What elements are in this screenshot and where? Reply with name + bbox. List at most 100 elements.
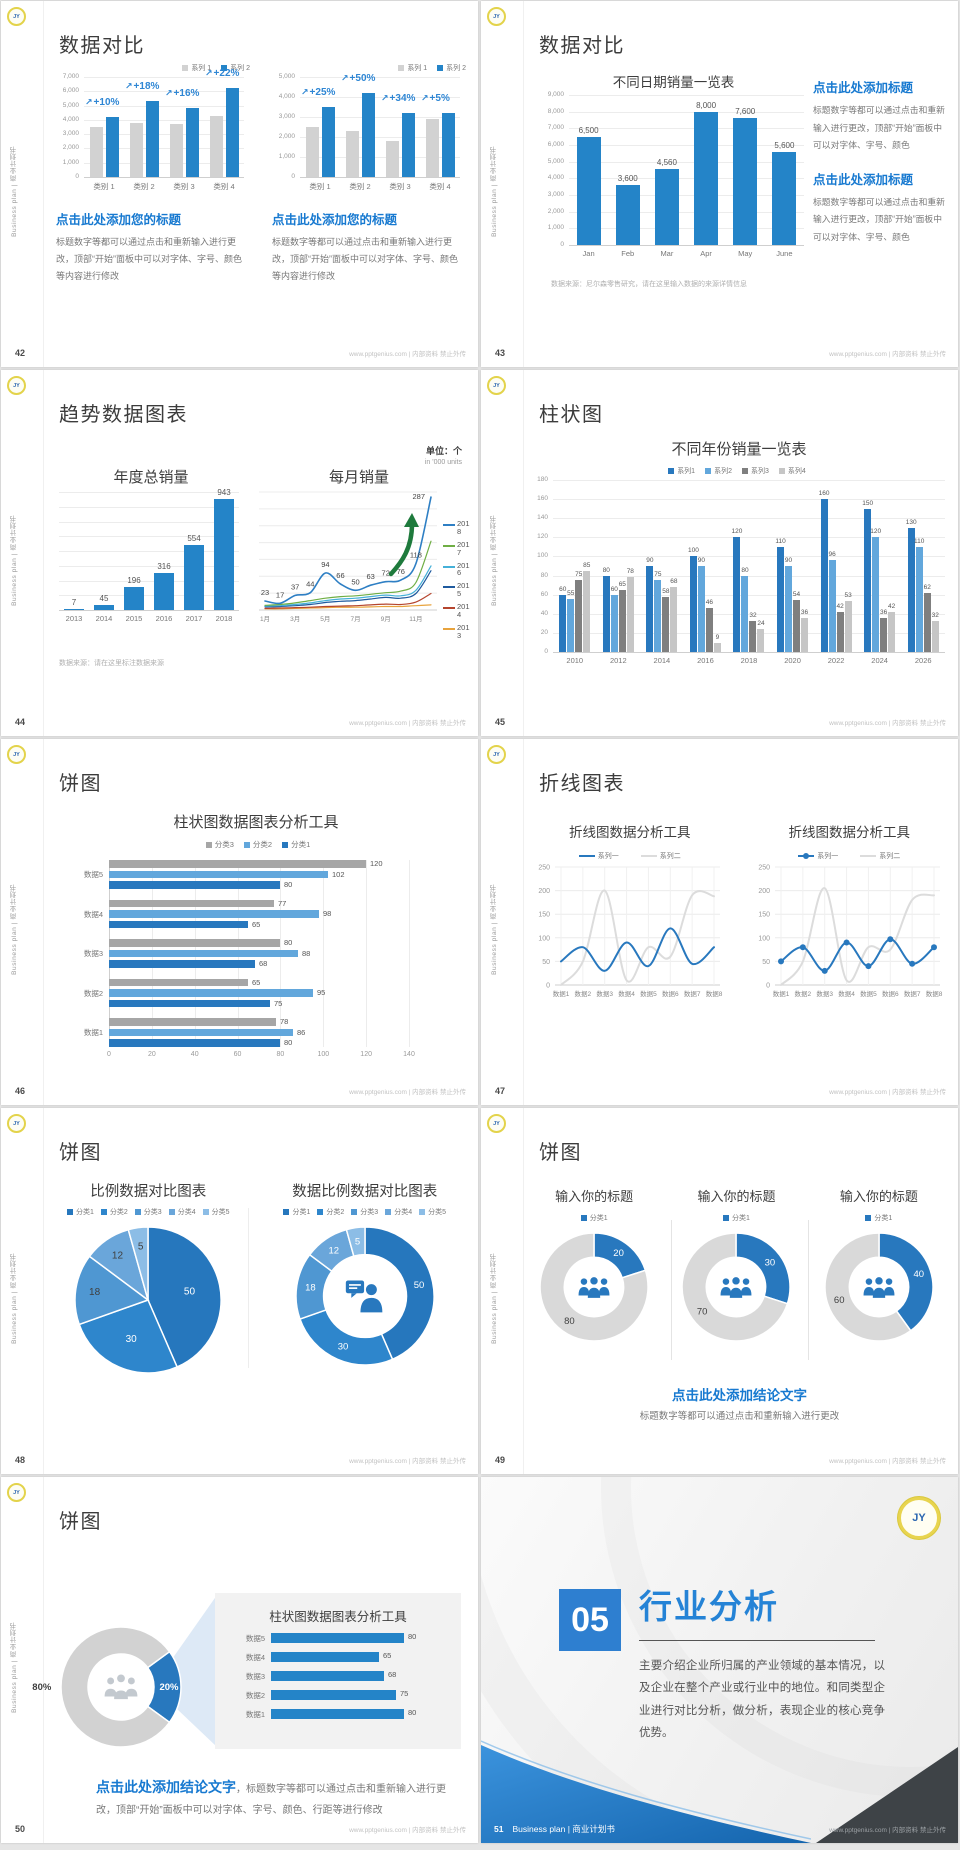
footer-label: Business plan | 商业计划书 (512, 1824, 615, 1834)
sidebar-divider (43, 1, 44, 367)
bar (864, 509, 872, 652)
sidebar-vertical-text: Business plan | 商业计划书 (11, 884, 18, 975)
conclusion-heading: 点击此处添加结论文字 (672, 1388, 807, 1403)
slide-footer-left: 51 Business plan | 商业计划书 (494, 1823, 615, 1835)
bar (559, 595, 567, 652)
jy-logo-icon: JY (487, 376, 506, 395)
svg-text:数据3: 数据3 (596, 989, 613, 998)
sidebar-vertical-text: Business plan | 商业计划书 (11, 1253, 18, 1344)
logo-text: JY (13, 382, 20, 389)
svg-text:5: 5 (355, 1236, 360, 1247)
jy-logo-icon: JY (898, 1497, 940, 1539)
svg-text:5月: 5月 (320, 615, 330, 623)
arrow-up-right-icon: ↗ (381, 93, 389, 103)
bar (741, 576, 749, 652)
bar (214, 499, 234, 610)
slide-title: 数据对比 (59, 35, 145, 57)
right-column: 系列 1 系列 2 0 1,000 2,000 3,000 4,000 5,000 类别 1 类别… (272, 63, 466, 285)
svg-text:数据5: 数据5 (640, 989, 657, 998)
annual-sales-bar-chart: 7 2013 45 2014 196 2015 316 2016 554 2017 943 2018 (59, 488, 239, 626)
svg-text:200: 200 (758, 888, 770, 895)
bar (64, 609, 84, 610)
svg-text:数据6: 数据6 (881, 989, 898, 998)
conclusion-body: 标题数字等都可以通过点击和重新输入进行更改 (639, 1411, 840, 1422)
svg-text:数据1: 数据1 (553, 989, 570, 998)
bar (880, 618, 888, 652)
svg-text:66: 66 (336, 571, 344, 580)
slice (147, 1226, 223, 1368)
slide-title: 饼图 (539, 1142, 582, 1164)
bar (109, 1018, 276, 1026)
line-series (779, 887, 935, 986)
bar (385, 141, 399, 177)
slide-title: 柱状图 (539, 404, 604, 426)
chart-legend: 系列一 系列二 (753, 851, 947, 861)
page-number: 46 (15, 1086, 26, 1096)
monthly-sales-bar-chart: 0 1,000 2,000 3,000 4,000 5,000 6,000 7,000 8,00… (539, 91, 804, 261)
sidebar-vertical-text: Business plan | 商业计划书 (491, 515, 498, 606)
logo-text: JY (912, 1512, 926, 1524)
title-underline (639, 1640, 875, 1641)
line-series (264, 540, 432, 606)
svg-text:18: 18 (305, 1283, 316, 1294)
bar (109, 939, 280, 947)
column-title: 输入你的标题 (839, 1189, 918, 1204)
bar (94, 605, 114, 610)
jy-logo-icon: JY (7, 1114, 26, 1133)
slide-48: JY Business plan | 商业计划书 饼图 比例数据对比图表 分类1… (1, 1108, 478, 1474)
bar (401, 113, 415, 177)
bar (615, 185, 640, 245)
sidebar-divider (43, 1108, 44, 1474)
svg-text:44: 44 (306, 580, 314, 589)
svg-text:30: 30 (126, 1334, 138, 1345)
slide-43: JY Business plan | 商业计划书 数据对比 不同日期销量一览表 … (481, 1, 958, 367)
bar (321, 107, 335, 177)
svg-text:12: 12 (328, 1245, 339, 1256)
svg-text:数据7: 数据7 (903, 989, 920, 998)
data-source-note: 数据来源：请在这里标注数据来源 (59, 660, 164, 667)
column-heading: 点击此处添加您的标题 (272, 213, 398, 227)
arrow-up-right-icon: ↗ (125, 81, 133, 92)
detail-panel: 柱状图数据图表分析工具 数据5 80 数据4 65 数据3 68 数据2 75 数据1 80 (215, 1593, 461, 1749)
jy-logo-icon: JY (7, 1483, 26, 1502)
text-heading: 点击此处添加标题 (813, 81, 914, 95)
svg-text:50: 50 (351, 577, 359, 586)
growth-arrow-icon (386, 512, 420, 583)
donut-chart-40: 分类1 40 60 (823, 1213, 935, 1343)
chart-legend: 系列一 系列二 (533, 851, 727, 861)
bar (713, 643, 721, 652)
line-series (264, 570, 432, 608)
logo-text: JY (13, 13, 20, 20)
jy-logo-icon: JY (487, 1114, 506, 1133)
sidebar-divider (523, 739, 524, 1105)
slice (127, 1226, 149, 1301)
bar (109, 960, 255, 968)
slide-title: 折线图表 (539, 773, 625, 795)
two-chart-columns: 折线图数据分析工具 系列一 系列二 0 50 100 150 200 250 数据1 数据2 数据3… (533, 821, 946, 1001)
yearly-grouped-bar-chart: 系列1 系列2 系列3 系列4 0 20 40 60 80 100 120 140 160 180 60 55… (529, 466, 945, 668)
text-body: 标题数字等都可以通过点击和重新输入进行更改，顶部“开始”面板中可以对字体、字号、… (813, 196, 945, 242)
jy-logo-icon: JY (487, 745, 506, 764)
bar (654, 169, 679, 245)
bar (345, 131, 359, 177)
sidebar-vertical-text: Business plan | 商业计划书 (11, 1622, 18, 1713)
bar (733, 118, 758, 245)
bar (654, 580, 662, 652)
svg-text:7月: 7月 (350, 615, 360, 623)
svg-text:118: 118 (410, 551, 422, 560)
donut-chart-30: 分类1 30 70 (680, 1213, 792, 1343)
bar (89, 127, 103, 177)
svg-text:250: 250 (758, 865, 770, 872)
chart-title: 柱状图数据图表分析工具 (173, 814, 339, 831)
arrow-up-right-icon: ↗ (341, 73, 349, 83)
bar (169, 124, 183, 177)
svg-text:50: 50 (414, 1280, 425, 1291)
blue-swoosh-shape (481, 1740, 811, 1843)
slide-47: JY Business plan | 商业计划书 折线图表 折线图数据分析工具 … (481, 739, 958, 1105)
sidebar-vertical-text: Business plan | 商业计划书 (491, 884, 498, 975)
bar (109, 899, 274, 907)
bar (923, 593, 931, 652)
bar (109, 910, 319, 918)
logo-text: JY (493, 382, 500, 389)
bar (801, 618, 809, 652)
